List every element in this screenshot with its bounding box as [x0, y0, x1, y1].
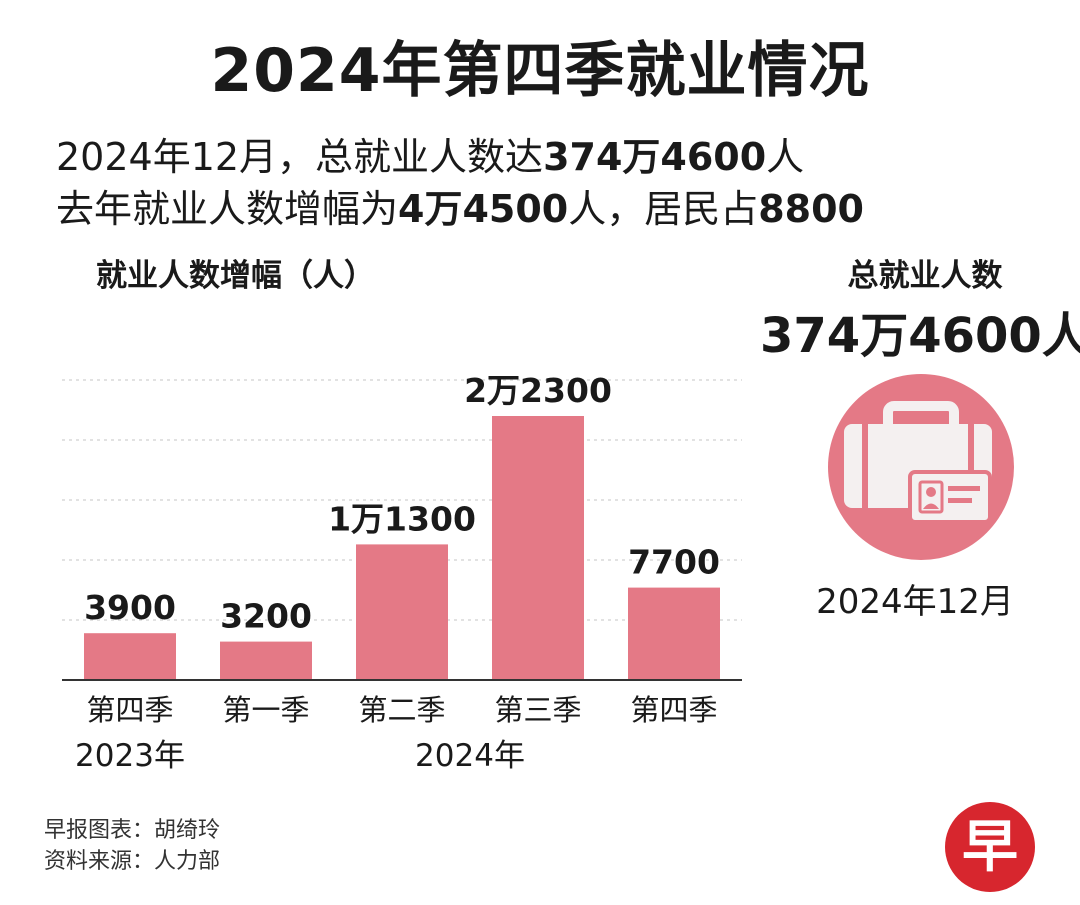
bar-value-label-5: 7700: [628, 543, 720, 582]
category-label-2: 第一季: [222, 693, 309, 727]
category-label-3: 第二季: [358, 693, 445, 727]
summary-growth-value: 4万4500: [398, 187, 569, 231]
total-employment-label: 总就业人数: [847, 258, 1003, 294]
summary-line1-suffix: 人: [766, 135, 805, 179]
bar-1: [84, 633, 176, 680]
total-employment-value: 374万4600人: [760, 308, 1080, 364]
year-group-label-1: 2023年: [75, 738, 185, 774]
page-title: 2024年第四季就业情况: [210, 36, 870, 106]
summary-line2-mid: 人，居民占: [568, 187, 759, 231]
summary-line-1: 2024年12月，总就业人数达374万4600人: [56, 134, 804, 180]
category-label-5: 第四季: [630, 693, 717, 727]
bar-value-label-3: 1万1300: [328, 499, 476, 538]
category-label-1: 第四季: [86, 693, 173, 727]
bar-4: [492, 416, 584, 680]
summary-line-2: 去年就业人数增幅为4万4500人，居民占8800: [56, 186, 864, 232]
chart-credit: 早报图表：胡绮玲: [44, 818, 221, 843]
employment-growth-bar-chart: 3900 第四季 3200 第一季 1万1300 第二季 2万2300 第三季 7700 第四季 2…: [62, 371, 742, 774]
zaobao-logo-icon: 早: [943, 800, 1037, 894]
bar-value-label-1: 3900: [84, 588, 176, 627]
summary-total-value: 374万4600: [543, 135, 767, 179]
chart-title: 就业人数增幅（人）: [96, 258, 375, 294]
bar-value-label-4: 2万2300: [464, 371, 612, 410]
briefcase-id-card-icon: [826, 372, 1016, 562]
svg-text:早: 早: [962, 815, 1018, 880]
data-source: 资料来源：人力部: [44, 849, 221, 874]
summary-line2-prefix: 去年就业人数增幅为: [56, 187, 399, 231]
summary-line1-prefix: 2024年12月，总就业人数达: [56, 135, 544, 179]
total-employment-date: 2024年12月: [816, 582, 1014, 622]
bar-3: [356, 544, 448, 680]
bar-value-label-2: 3200: [220, 597, 312, 636]
year-group-label-2: 2024年: [415, 738, 525, 774]
summary-resident-value: 8800: [758, 187, 864, 231]
bar-2: [220, 641, 312, 680]
category-label-4: 第三季: [494, 693, 581, 727]
bar-5: [628, 587, 720, 680]
